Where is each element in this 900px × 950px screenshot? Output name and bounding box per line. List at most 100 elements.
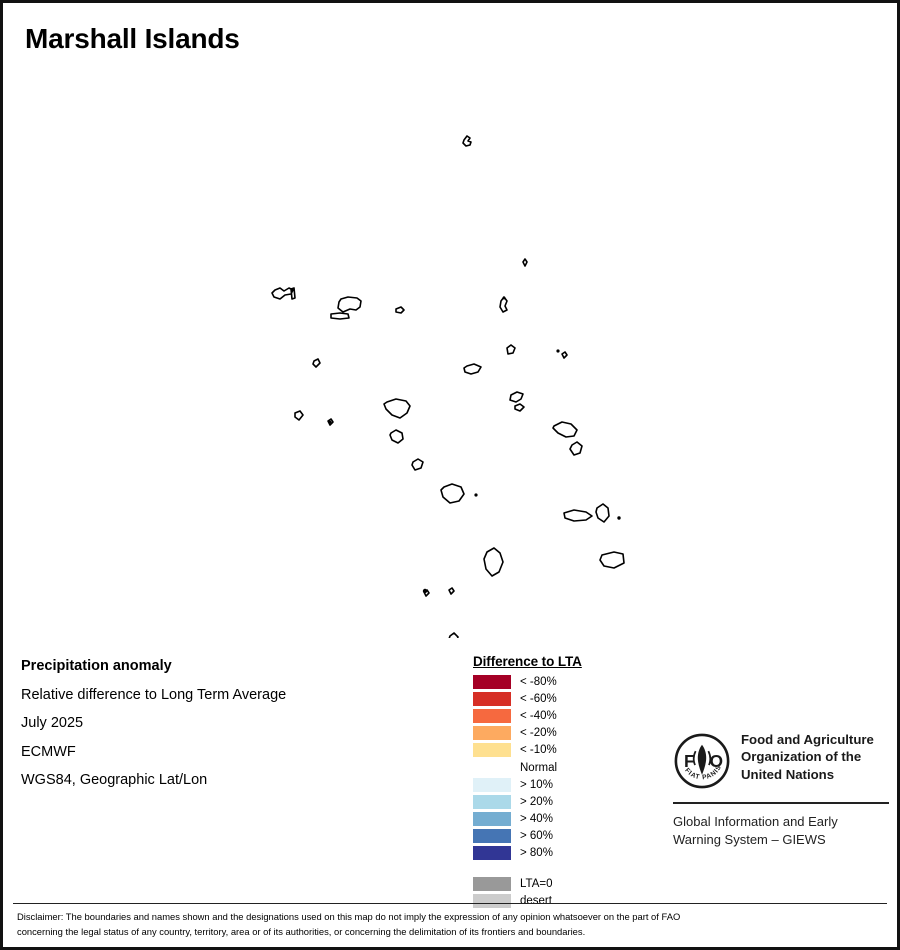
svg-text:F: F	[684, 751, 695, 771]
legend-title: Difference to LTA	[473, 654, 582, 669]
legend-swatch	[473, 794, 511, 809]
legend-swatch	[473, 846, 511, 861]
caption-line-measure: Relative difference to Long Term Average	[21, 686, 287, 703]
map-feature-wotho-atoll	[312, 358, 321, 368]
legend-label: < -10%	[520, 744, 557, 757]
map-feature-mili-atoll	[483, 547, 504, 577]
map-feature-namu-atoll	[389, 429, 404, 444]
legend-row-5: Normal	[473, 759, 582, 776]
islet-dot	[502, 296, 506, 300]
legend-row-8: > 40%	[473, 811, 582, 828]
legend-label: Normal	[520, 761, 558, 774]
legend-row-2: < -40%	[473, 707, 582, 724]
map-feature-lae-atoll	[327, 418, 334, 426]
map-feature-kili-island	[448, 587, 455, 595]
map-feature-knox-atoll	[599, 551, 625, 569]
map-canvas	[6, 58, 896, 638]
fao-wheat-emblem-icon: F O FIAT PANIS	[674, 733, 730, 789]
disclaimer-line-1: Disclaimer: The boundaries and names sho…	[17, 911, 681, 922]
legend-row-4: < -10%	[473, 742, 582, 759]
legend-label: desert	[520, 894, 552, 907]
disclaimer-divider	[13, 903, 887, 904]
map-feature-enewetak-atoll	[271, 287, 296, 300]
legend-row-1: < -60%	[473, 690, 582, 707]
caption-block: Precipitation anomaly Relative differenc…	[21, 658, 286, 801]
legend-row-0: < -80%	[473, 673, 582, 690]
caption-line-source: ECMWF	[21, 743, 76, 760]
legend-label: LTA=0	[520, 877, 553, 890]
legend-label: > 80%	[520, 847, 553, 860]
legend-label: < -60%	[520, 692, 557, 705]
legend-row-10: > 80%	[473, 845, 582, 862]
map-feature-wotje-atoll	[509, 391, 525, 412]
legend-swatch	[473, 777, 511, 792]
legend-swatch	[473, 829, 511, 844]
map-feature-maloelap-atoll	[552, 421, 578, 438]
page-title: Marshall Islands	[25, 23, 240, 54]
map-feature-arno-atoll	[595, 503, 610, 523]
legend-row-6: > 10%	[473, 776, 582, 793]
legend-label: > 10%	[520, 778, 553, 791]
legend-row-9: > 60%	[473, 828, 582, 845]
fao-organization-name: Food and Agriculture Organization of the…	[741, 731, 874, 783]
islet-dot	[474, 493, 478, 497]
legend-extra-row-1: desert	[473, 892, 582, 909]
legend-swatch	[473, 708, 511, 723]
map-feature-ailuk-atoll	[506, 344, 516, 355]
legend-label: > 60%	[520, 830, 553, 843]
caption-line-title: Precipitation anomaly	[21, 658, 172, 674]
legend-swatch	[473, 674, 511, 689]
fao-org-line-3: United Nations	[741, 766, 835, 782]
legend-row-7: > 20%	[473, 793, 582, 810]
map-feature-bikini-atoll	[337, 296, 362, 313]
legend-extra-rows: LTA=0 desert	[473, 875, 582, 909]
map-vector-layer	[6, 58, 896, 638]
legend-row-3: < -20%	[473, 725, 582, 742]
svg-text:O: O	[710, 751, 724, 771]
legend-label: < -80%	[520, 675, 557, 688]
legend-swatch	[473, 743, 511, 758]
legend-swatch	[473, 812, 511, 827]
legend-swatch	[473, 761, 511, 775]
giews-line-1: Global Information and Early	[673, 814, 838, 829]
fao-divider	[673, 802, 889, 804]
legend-label: > 40%	[520, 813, 553, 826]
map-feature-majuro-atoll	[563, 509, 593, 522]
giews-system-name: Global Information and Early Warning Sys…	[673, 813, 889, 848]
map-feature-rongelap-atoll	[330, 312, 350, 320]
legend-rows: < -80% < -60% < -40% < -20% < -10% Normal > 10…	[473, 673, 582, 862]
map-feature-ailinglaplap	[411, 458, 424, 471]
fao-org-line-2: Organization of the	[741, 749, 862, 765]
islet-dot	[422, 588, 428, 594]
fao-branding-block: F O FIAT PANIS Food and Agriculture Orga…	[673, 731, 889, 848]
legend-spacer	[473, 862, 582, 875]
legend-extra-row-0: LTA=0	[473, 875, 582, 892]
map-feature-bokak-atoll	[462, 135, 472, 147]
legend-swatch	[473, 691, 511, 706]
atoll-outline-group	[271, 135, 625, 638]
giews-line-2: Warning System – GIEWS	[673, 831, 826, 847]
islet-dot	[556, 349, 560, 353]
islet-dot	[328, 420, 332, 424]
map-feature-ebon-atoll	[448, 632, 459, 638]
map-background	[6, 58, 896, 638]
map-feature-jaluit-atoll	[440, 483, 465, 504]
map-feature-ujae-atoll	[294, 410, 304, 421]
map-feature-kwajalein-atoll	[383, 398, 411, 419]
legend: Difference to LTA < -80% < -60% < -40% < -2…	[473, 654, 582, 909]
fao-org-line-1: Food and Agriculture	[741, 732, 874, 747]
legend-label: > 20%	[520, 795, 553, 808]
legend-swatch	[473, 893, 511, 908]
map-feature-likiep-atoll	[463, 363, 482, 375]
caption-line-period: July 2025	[21, 715, 84, 731]
map-feature-bikar-atoll	[522, 258, 528, 267]
legend-label: < -40%	[520, 709, 557, 722]
legend-label: < -20%	[520, 727, 557, 740]
disclaimer-text: Disclaimer: The boundaries and names sho…	[17, 910, 885, 939]
map-feature-mejit-island	[561, 351, 568, 359]
legend-swatch	[473, 876, 511, 891]
disclaimer-line-2: concerning the legal status of any count…	[17, 925, 586, 937]
islet-dot-group	[328, 296, 621, 594]
map-feature-utirik-atoll	[395, 306, 405, 314]
